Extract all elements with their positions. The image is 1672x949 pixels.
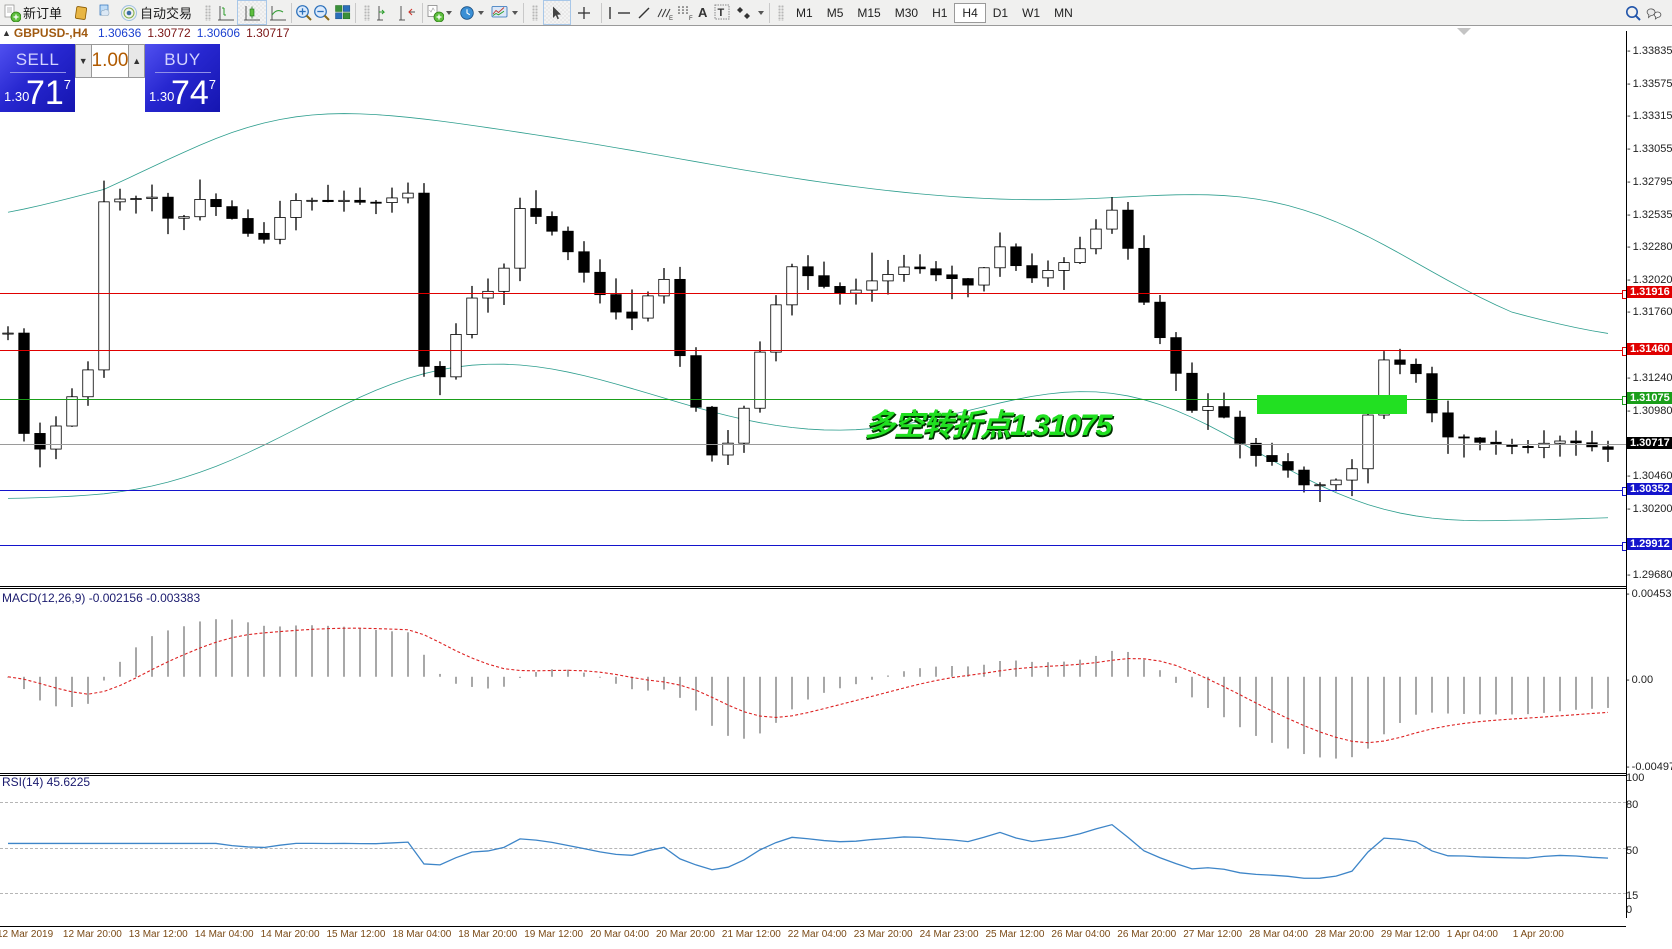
svg-text:A: A — [698, 5, 708, 20]
svg-text:E: E — [669, 16, 673, 22]
svg-text:T: T — [718, 7, 725, 19]
svg-text:F: F — [689, 16, 693, 22]
